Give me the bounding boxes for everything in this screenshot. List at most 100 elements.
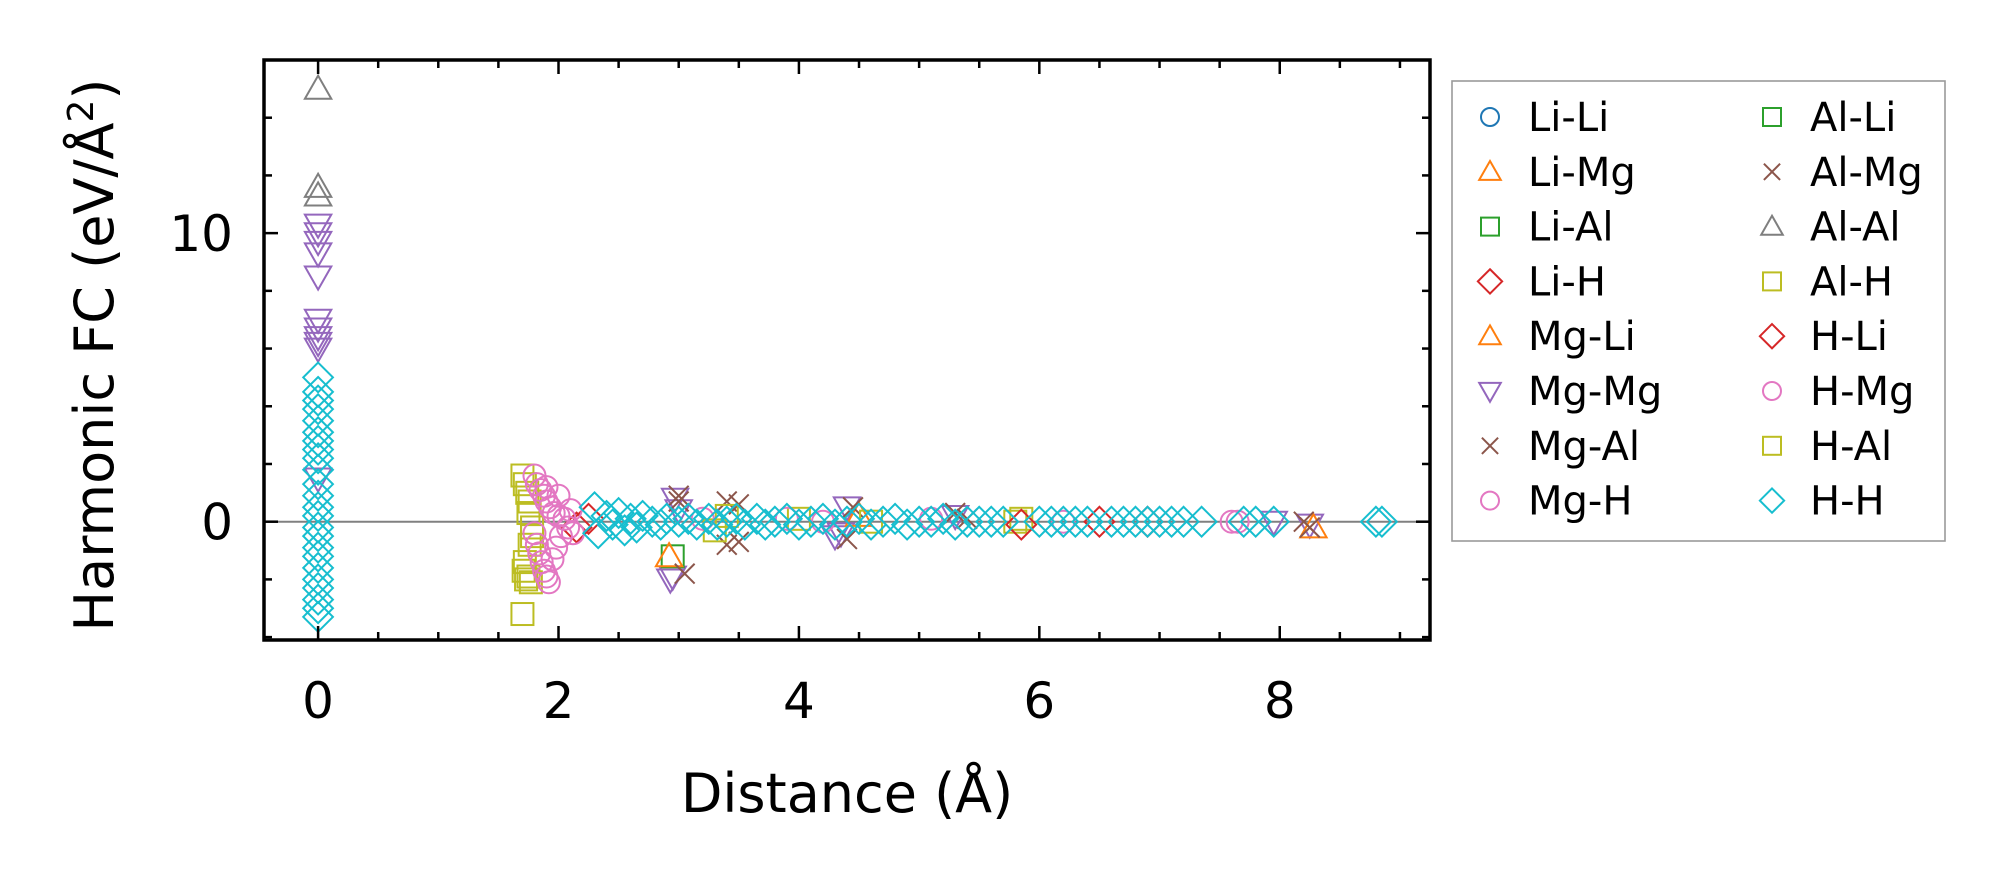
data-point bbox=[974, 505, 1008, 538]
legend-label: Mg-H bbox=[1528, 479, 1632, 525]
data-point bbox=[700, 508, 734, 541]
legend-marker bbox=[1762, 435, 1782, 456]
series-al-h bbox=[510, 463, 1034, 627]
data-point bbox=[602, 496, 635, 530]
data-point bbox=[534, 489, 559, 514]
data-point bbox=[1119, 505, 1152, 538]
data-point bbox=[962, 505, 996, 538]
data-point bbox=[1155, 505, 1188, 538]
data-point bbox=[654, 541, 685, 568]
legend-entry: H-Al bbox=[1762, 424, 1892, 470]
legend-entry: Mg-Al bbox=[1481, 424, 1640, 470]
legend-marker bbox=[1480, 216, 1500, 237]
data-point bbox=[301, 384, 335, 417]
data-point bbox=[301, 591, 335, 625]
legend-marker bbox=[1762, 107, 1782, 127]
y-axis-label: Harmonic FC (eV/Å2) bbox=[61, 79, 126, 632]
legend-label: Al-Al bbox=[1810, 205, 1901, 251]
data-point bbox=[758, 505, 792, 538]
data-point bbox=[1167, 505, 1200, 538]
data-point bbox=[540, 547, 565, 572]
data-point bbox=[1225, 509, 1250, 534]
data-point bbox=[301, 551, 335, 585]
data-point bbox=[301, 361, 335, 394]
legend-marker bbox=[1480, 107, 1500, 127]
data-point bbox=[1047, 505, 1080, 538]
legend-marker bbox=[1480, 490, 1500, 511]
x-axis-label: Distance (Å) bbox=[681, 761, 1013, 825]
data-point bbox=[548, 524, 573, 549]
legend-entry: Al-Li bbox=[1762, 95, 1896, 141]
legend-label: Al-Li bbox=[1810, 95, 1896, 141]
legend-marker bbox=[1476, 267, 1504, 295]
data-point bbox=[301, 453, 335, 487]
data-point bbox=[301, 563, 335, 596]
data-point bbox=[596, 508, 629, 541]
legend-entry: H-H bbox=[1758, 479, 1885, 525]
legend-marker bbox=[1477, 158, 1503, 181]
data-point bbox=[650, 502, 683, 536]
data-point bbox=[926, 502, 960, 536]
x-tick-label: 6 bbox=[1023, 672, 1055, 730]
data-point bbox=[524, 532, 549, 557]
legend-entry: Li-Mg bbox=[1477, 150, 1636, 196]
data-point bbox=[1051, 509, 1076, 534]
data-point bbox=[301, 415, 335, 449]
data-point bbox=[1219, 509, 1244, 534]
data-point bbox=[303, 222, 334, 249]
legend-label: Li-H bbox=[1528, 259, 1606, 305]
data-point bbox=[303, 308, 334, 335]
data-point bbox=[544, 535, 569, 560]
data-point bbox=[301, 479, 335, 512]
data-point bbox=[301, 433, 335, 466]
data-point bbox=[301, 540, 335, 573]
data-point bbox=[1107, 505, 1140, 538]
data-point bbox=[608, 514, 641, 547]
data-point bbox=[728, 531, 750, 553]
x-tick-label: 2 bbox=[543, 672, 575, 730]
data-point bbox=[301, 424, 335, 458]
data-point bbox=[301, 392, 335, 426]
data-point bbox=[303, 317, 334, 344]
series-al-al bbox=[303, 73, 334, 207]
data-point bbox=[590, 499, 623, 533]
data-point bbox=[1227, 505, 1260, 538]
legend-entry: Li-H bbox=[1476, 259, 1606, 305]
data-point bbox=[301, 583, 335, 616]
data-point bbox=[301, 467, 335, 501]
legend-entry: Al-Mg bbox=[1763, 150, 1923, 196]
data-point bbox=[636, 505, 669, 538]
data-point bbox=[301, 519, 335, 553]
data-point bbox=[303, 337, 334, 364]
data-point bbox=[1035, 505, 1068, 538]
data-point bbox=[626, 499, 659, 533]
data-point bbox=[748, 508, 782, 541]
data-point bbox=[1258, 510, 1289, 537]
data-point bbox=[572, 502, 605, 536]
data-point bbox=[1071, 505, 1104, 538]
data-point bbox=[1083, 505, 1116, 538]
data-point bbox=[770, 502, 804, 536]
data-point bbox=[303, 265, 334, 292]
data-point bbox=[655, 568, 686, 595]
legend-entry: Mg-H bbox=[1480, 479, 1632, 525]
plot-frame bbox=[262, 58, 1432, 642]
legend-label: Al-Mg bbox=[1810, 150, 1923, 196]
data-point bbox=[301, 404, 335, 437]
data-point bbox=[1009, 506, 1034, 531]
legend-label: Mg-Li bbox=[1528, 314, 1636, 360]
legend-entry: Li-Li bbox=[1480, 95, 1609, 141]
legend-label: Mg-Mg bbox=[1528, 369, 1662, 415]
data-point bbox=[794, 505, 828, 538]
legend-marker bbox=[1477, 381, 1503, 404]
data-point bbox=[716, 534, 738, 556]
legend-marker bbox=[1758, 487, 1786, 515]
legend-marker bbox=[1762, 381, 1782, 401]
data-point bbox=[303, 242, 334, 269]
data-point bbox=[546, 483, 571, 508]
data-point bbox=[1359, 505, 1393, 538]
data-point bbox=[541, 501, 566, 526]
data-point bbox=[1239, 505, 1272, 538]
legend-entry: H-Li bbox=[1758, 314, 1888, 360]
legend-marker bbox=[1758, 322, 1786, 350]
